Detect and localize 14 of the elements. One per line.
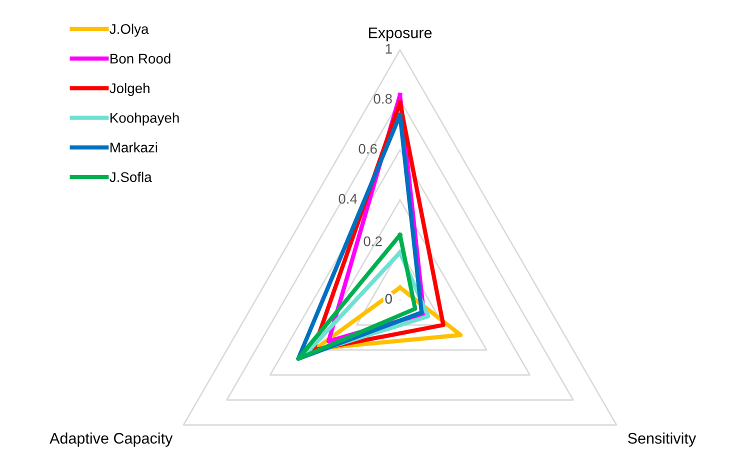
legend-label: Bon Rood [110,53,170,64]
y-tick-label: 1 [386,44,392,54]
spoke-label: Sensitivity [628,432,696,447]
legend-label: J.Sofla [110,172,152,182]
y-tick-label: 0.4 [338,194,358,204]
spoke-label: Adaptive Capacity [50,432,173,447]
y-tick-label: 0.6 [358,144,377,154]
y-tick-label: 0.8 [374,94,392,104]
y-tick-label: 0.2 [364,236,382,246]
legend-label: Koohpayeh [110,112,179,126]
legend-label: Markazi [110,142,158,152]
legend-label: J.Olya [110,24,149,37]
spoke-label: Exposure [368,28,432,42]
legend-label: Jolgeh [110,82,150,96]
